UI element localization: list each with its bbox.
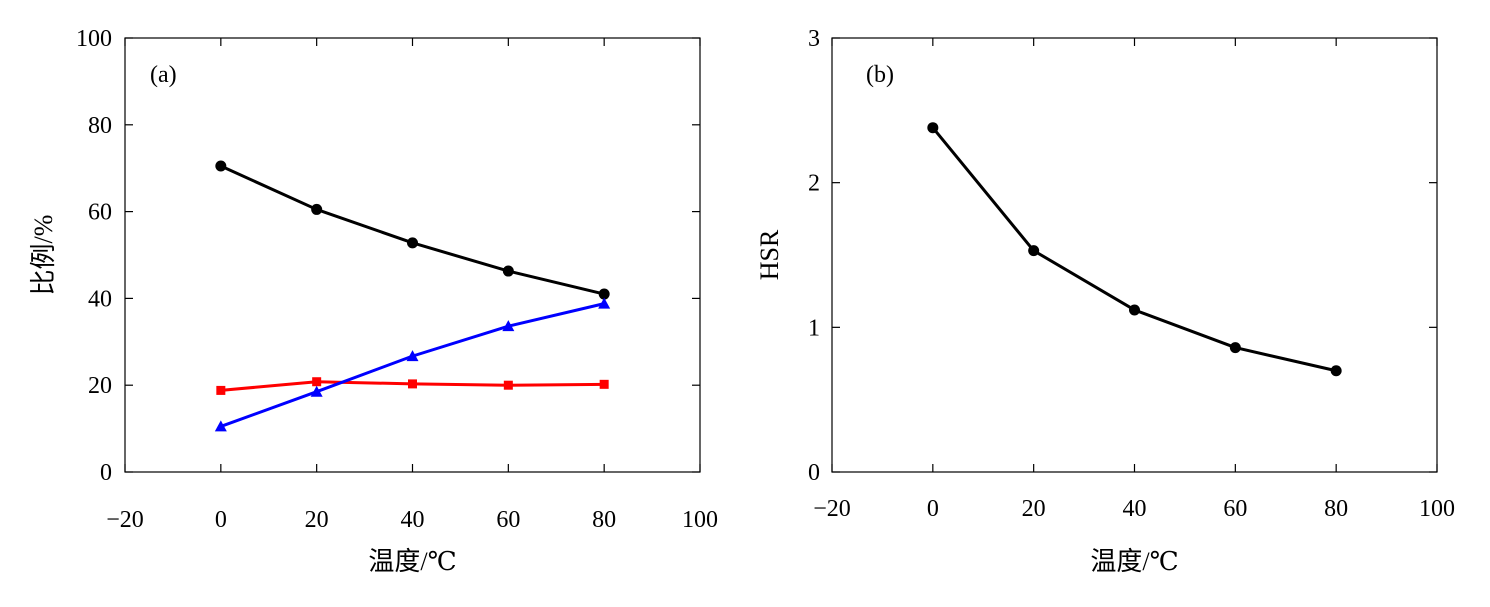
series-line xyxy=(220,164,605,296)
chart-panel-b: −20 0 20 40 60 80 100 0 1 2 3 温度/℃ HSR (b) xyxy=(755,26,1455,576)
y-tick-label: 100 xyxy=(76,26,112,52)
x-tick-label: 100 xyxy=(682,507,718,533)
x-tick-label: 20 xyxy=(1022,496,1046,522)
data-point xyxy=(599,379,609,389)
x-tick-label: 0 xyxy=(927,496,939,522)
x-tick-label: 100 xyxy=(1419,496,1455,522)
data-point xyxy=(1330,365,1342,377)
x-tick-label: 60 xyxy=(496,507,520,533)
chart-panel-a: −20 0 20 40 60 80 100 0 20 40 60 80 100 温度/℃ 比例/% (a) xyxy=(29,26,718,576)
data-point xyxy=(503,380,513,390)
x-tick-label: −20 xyxy=(813,496,851,522)
x-tick-label: 40 xyxy=(401,507,425,533)
x-axis-title: 温度/℃ xyxy=(1090,547,1178,576)
series-line xyxy=(931,126,1337,373)
data-point xyxy=(598,288,610,300)
x-tick-label: 80 xyxy=(592,507,616,533)
y-axis-title: 比例/% xyxy=(29,215,58,296)
y-tick-label: 20 xyxy=(88,373,112,399)
y-axis-title: HSR xyxy=(755,229,784,280)
data-point xyxy=(312,377,322,387)
data-point xyxy=(1229,342,1241,354)
x-tick-label: 80 xyxy=(1324,496,1348,522)
y-tick-label: 0 xyxy=(100,460,112,486)
data-point xyxy=(216,385,226,395)
panel-label: (a) xyxy=(150,62,177,88)
data-point xyxy=(310,385,323,397)
x-tick-label: 40 xyxy=(1123,496,1147,522)
data-point xyxy=(1028,245,1040,257)
data-point xyxy=(502,265,514,277)
plot-frame xyxy=(124,37,701,473)
panel-label: (b) xyxy=(866,62,894,88)
y-tick-label: 40 xyxy=(88,286,112,312)
x-tick-label: 60 xyxy=(1223,496,1247,522)
y-tick-label: 1 xyxy=(808,315,820,341)
data-point xyxy=(598,297,611,309)
x-axis-title: 温度/℃ xyxy=(368,547,456,576)
y-tick-label: 3 xyxy=(808,26,820,52)
x-tick-label: −20 xyxy=(106,507,144,533)
x-tick-label: 0 xyxy=(215,507,227,533)
data-point xyxy=(408,379,417,389)
y-tick-label: 80 xyxy=(88,113,112,139)
data-point xyxy=(927,122,939,134)
y-tick-label: 60 xyxy=(88,200,112,226)
data-point xyxy=(215,160,227,172)
data-point xyxy=(407,237,418,249)
data-point xyxy=(1129,304,1140,316)
plot-frame xyxy=(831,37,1438,473)
data-point xyxy=(502,320,515,332)
x-tick-label: 20 xyxy=(305,507,329,533)
y-tick-label: 2 xyxy=(808,171,820,197)
data-point xyxy=(406,350,419,362)
data-point xyxy=(214,420,227,432)
series-line xyxy=(220,302,605,428)
y-tick-label: 0 xyxy=(808,460,820,486)
data-point xyxy=(311,203,323,215)
